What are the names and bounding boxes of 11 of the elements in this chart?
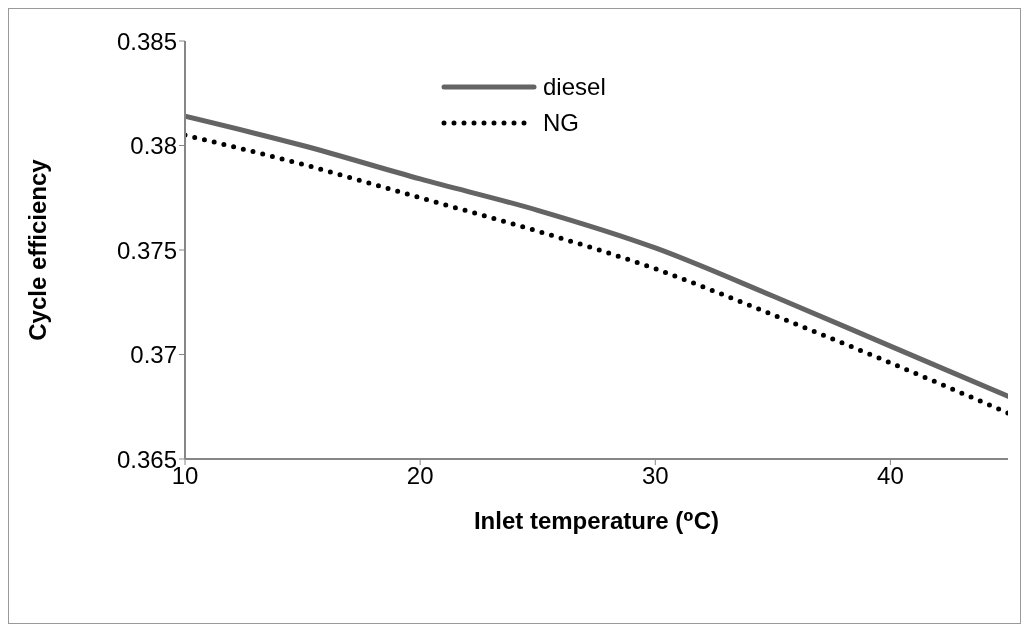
y-tick-label: 0.37 bbox=[130, 341, 177, 369]
x-tick-label: 20 bbox=[406, 462, 434, 490]
x-tick-label: 40 bbox=[877, 462, 904, 490]
y-tick-label: 0.385 bbox=[116, 27, 177, 55]
y-axis-title: Cycle efficiency bbox=[23, 158, 51, 341]
legend-label: diesel bbox=[543, 73, 606, 101]
x-axis-title: Inlet temperature (⁰C) bbox=[473, 507, 720, 534]
x-tick-label: 30 bbox=[641, 462, 669, 490]
y-tick-label: 0.38 bbox=[130, 132, 177, 160]
y-tick-label: 0.375 bbox=[116, 236, 177, 264]
legend-label: NG bbox=[543, 109, 579, 137]
